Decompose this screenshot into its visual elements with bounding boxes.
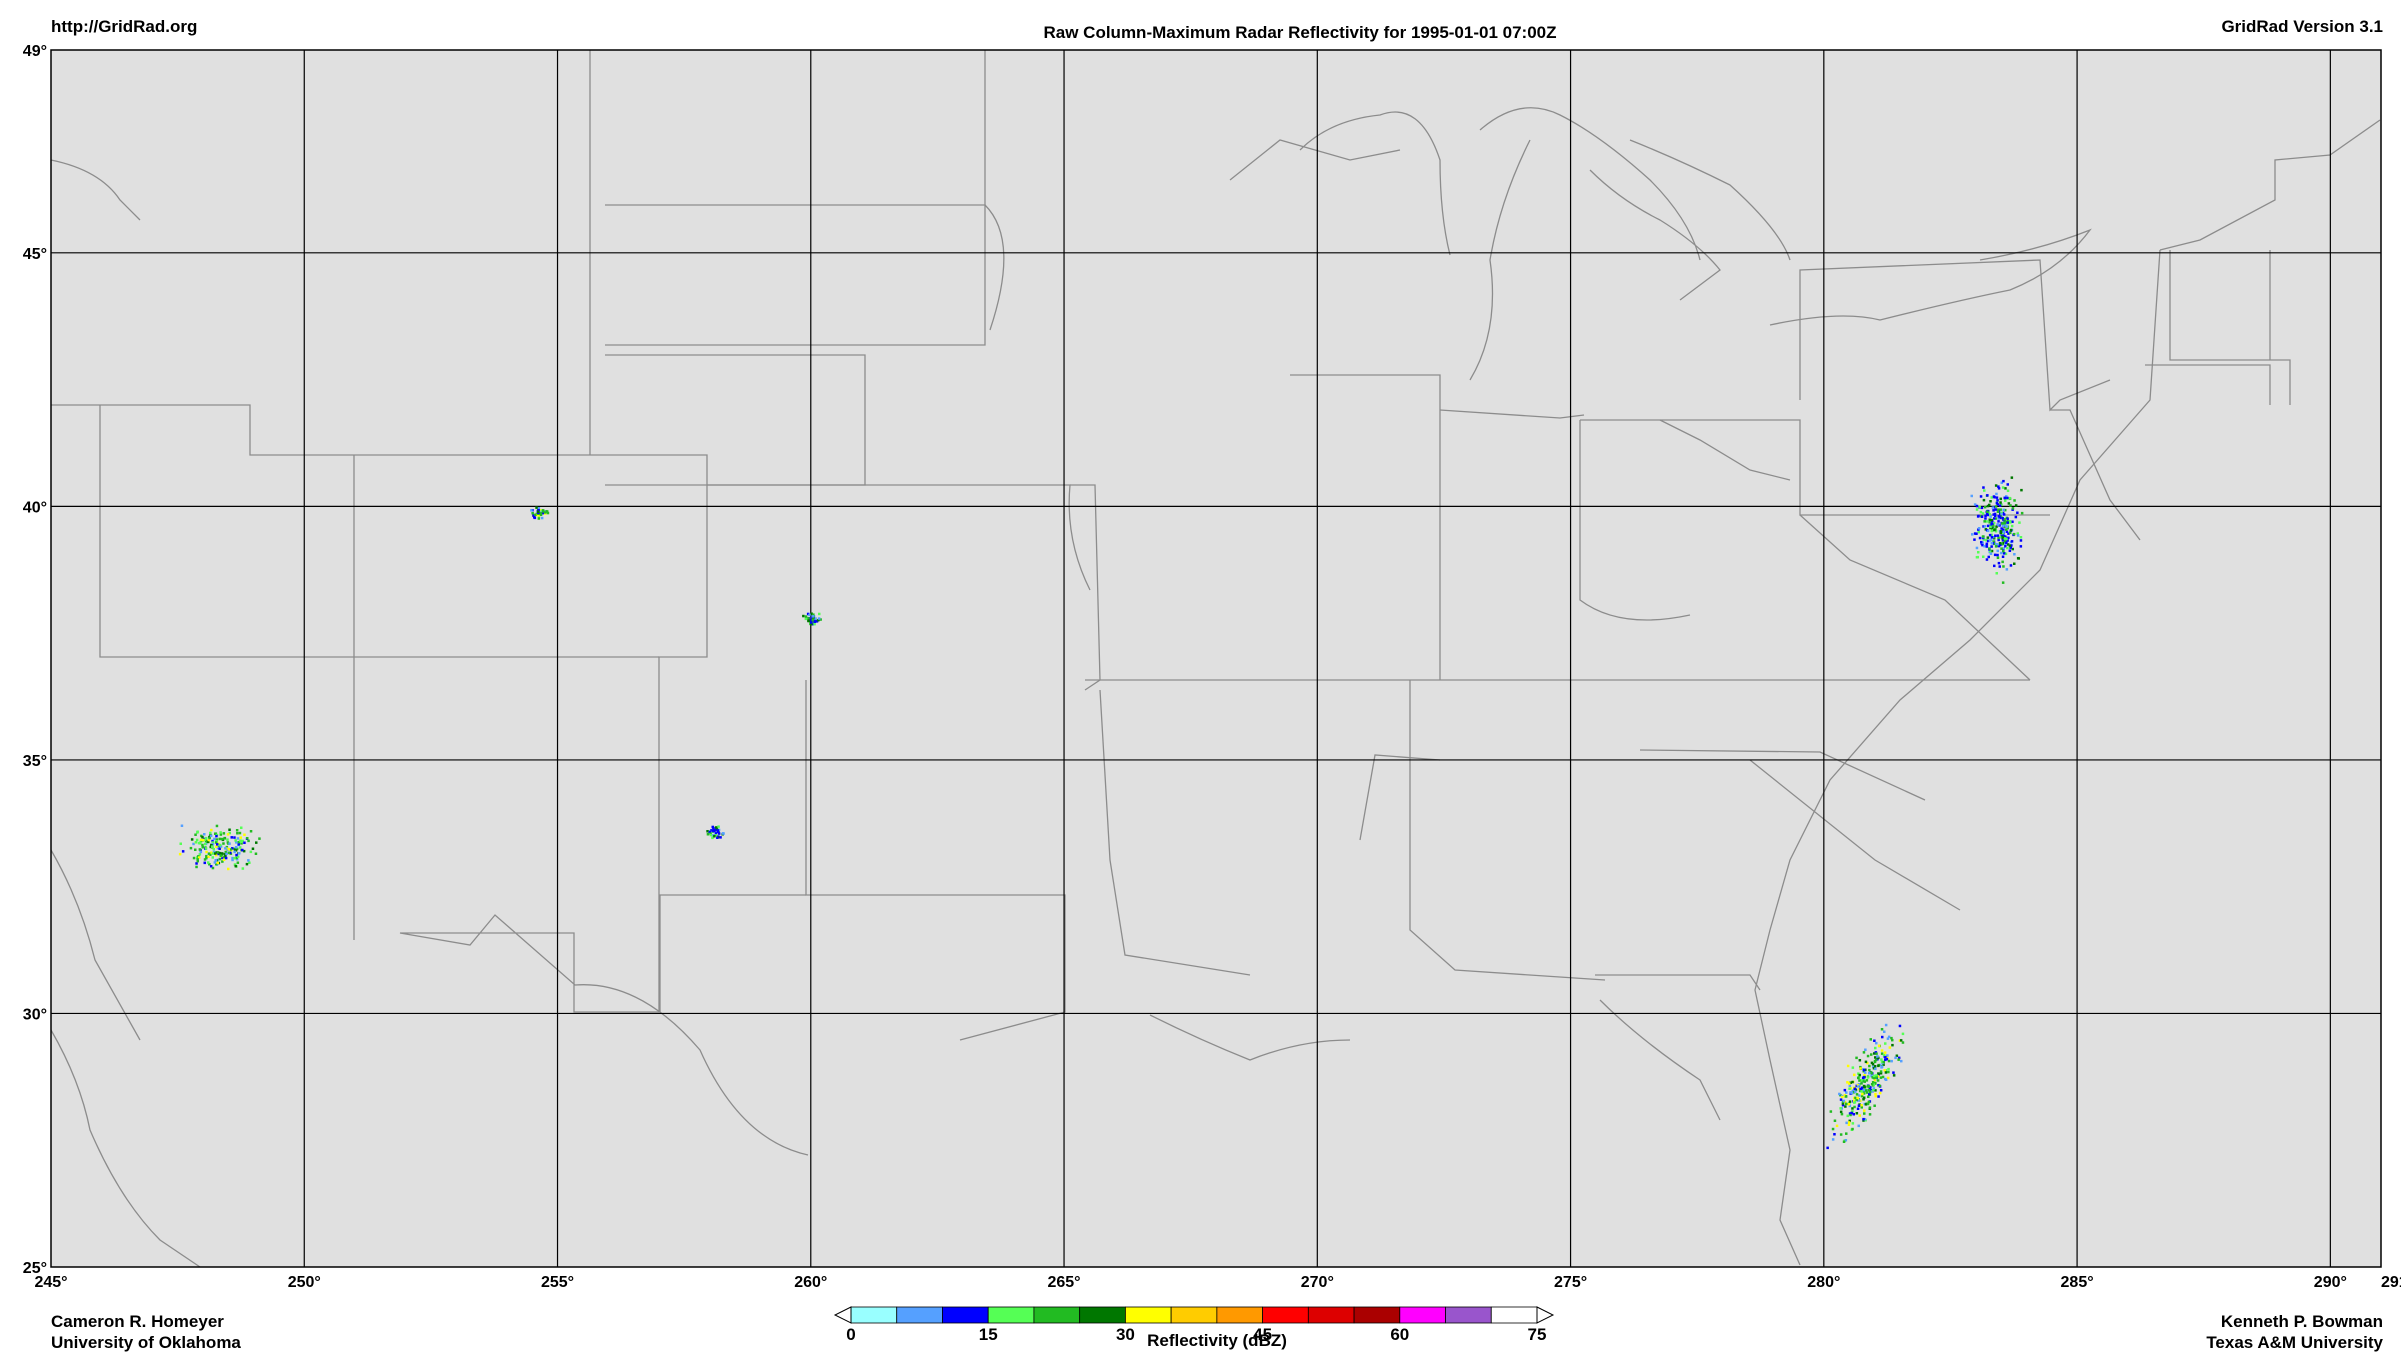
lon-tick-label: 255° [541,1274,574,1291]
colorbar-segment [1262,1306,1309,1324]
colorbar-tick-label: 0 [846,1325,855,1344]
echo-cluster-kansas [802,612,822,626]
lat-tick-label: 25° [23,1260,47,1277]
colorbar-segment [1445,1306,1492,1324]
colorbar-segment [1125,1306,1172,1324]
lat-tick-label: 45° [23,246,47,263]
lon-tick-label: 290° [2314,1274,2347,1291]
lon-tick-label: 291° [2381,1274,2401,1291]
lon-tick-label: 245° [34,1274,67,1291]
colorbar-segment [1399,1306,1446,1324]
lat-tick-label: 30° [23,1006,47,1023]
lon-tick-label: 250° [288,1274,321,1291]
colorbar: 0 15 30 45 60 75 [833,1306,1555,1344]
map-frame [50,49,2382,1268]
lon-tick-label: 285° [2061,1274,2094,1291]
colorbar-segment [1216,1306,1263,1324]
map-title: Raw Column-Maximum Radar Reflectivity fo… [1043,23,1557,42]
echo-cluster-colorado [530,506,550,520]
colorbar-segment [896,1306,943,1324]
colorbar-min-arrow [833,1306,852,1324]
lon-tick-label: 265° [1047,1274,1080,1291]
state-boundaries [50,50,2381,1268]
lat-tick-label: 49° [23,43,47,60]
colorbar-segment [1079,1306,1126,1324]
colorbar-segment [987,1306,1035,1324]
author-right-name: Kenneth P. Bowman [2220,1312,2383,1331]
lat-tick-label: 40° [23,499,47,516]
lon-tick-label: 260° [794,1274,827,1291]
colorbar-max-arrow [1536,1306,1555,1324]
colorbar-tick-label: 75 [1528,1325,1547,1344]
lat-tick-label: 35° [23,753,47,770]
colorbar-segment [942,1306,989,1324]
colorbar-segment [1490,1306,1538,1324]
source-url: http://GridRad.org [51,17,198,36]
lon-tick-label: 275° [1554,1274,1587,1291]
lon-tick-label: 270° [1301,1274,1334,1291]
colorbar-tick-label: 45 [1253,1325,1272,1344]
colorbar-segment [1307,1306,1355,1324]
echo-cluster-florida [1826,1023,1905,1150]
colorbar-segment [1033,1306,1081,1324]
lon-tick-label: 280° [1807,1274,1840,1291]
axis-labels: 245° 250° 255° 260° 265° 270° 275° 280° 285° 290°… [23,43,2401,1291]
echo-cluster-new-mexico [706,825,725,840]
colorbar-tick-label: 15 [979,1325,998,1344]
colorbar-label: Reflectivity (dBZ) [1147,1331,1287,1350]
author-right-affiliation: Texas A&M University [2206,1333,2383,1352]
map-background [51,50,2381,1267]
lat-lon-grid [51,50,2381,1267]
echo-cluster-arizona [178,824,261,871]
radar-echoes [178,476,2024,1150]
colorbar-tick-label: 60 [1390,1325,1409,1344]
author-left-name: Cameron R. Homeyer [51,1312,224,1331]
echo-cluster-mid-atlantic [1970,476,2024,584]
colorbar-segment [850,1306,898,1324]
version-label: GridRad Version 3.1 [2221,17,2383,36]
author-left-affiliation: University of Oklahoma [51,1333,241,1352]
colorbar-segment [1170,1306,1218,1324]
colorbar-segment [1353,1306,1401,1324]
colorbar-tick-label: 30 [1116,1325,1135,1344]
